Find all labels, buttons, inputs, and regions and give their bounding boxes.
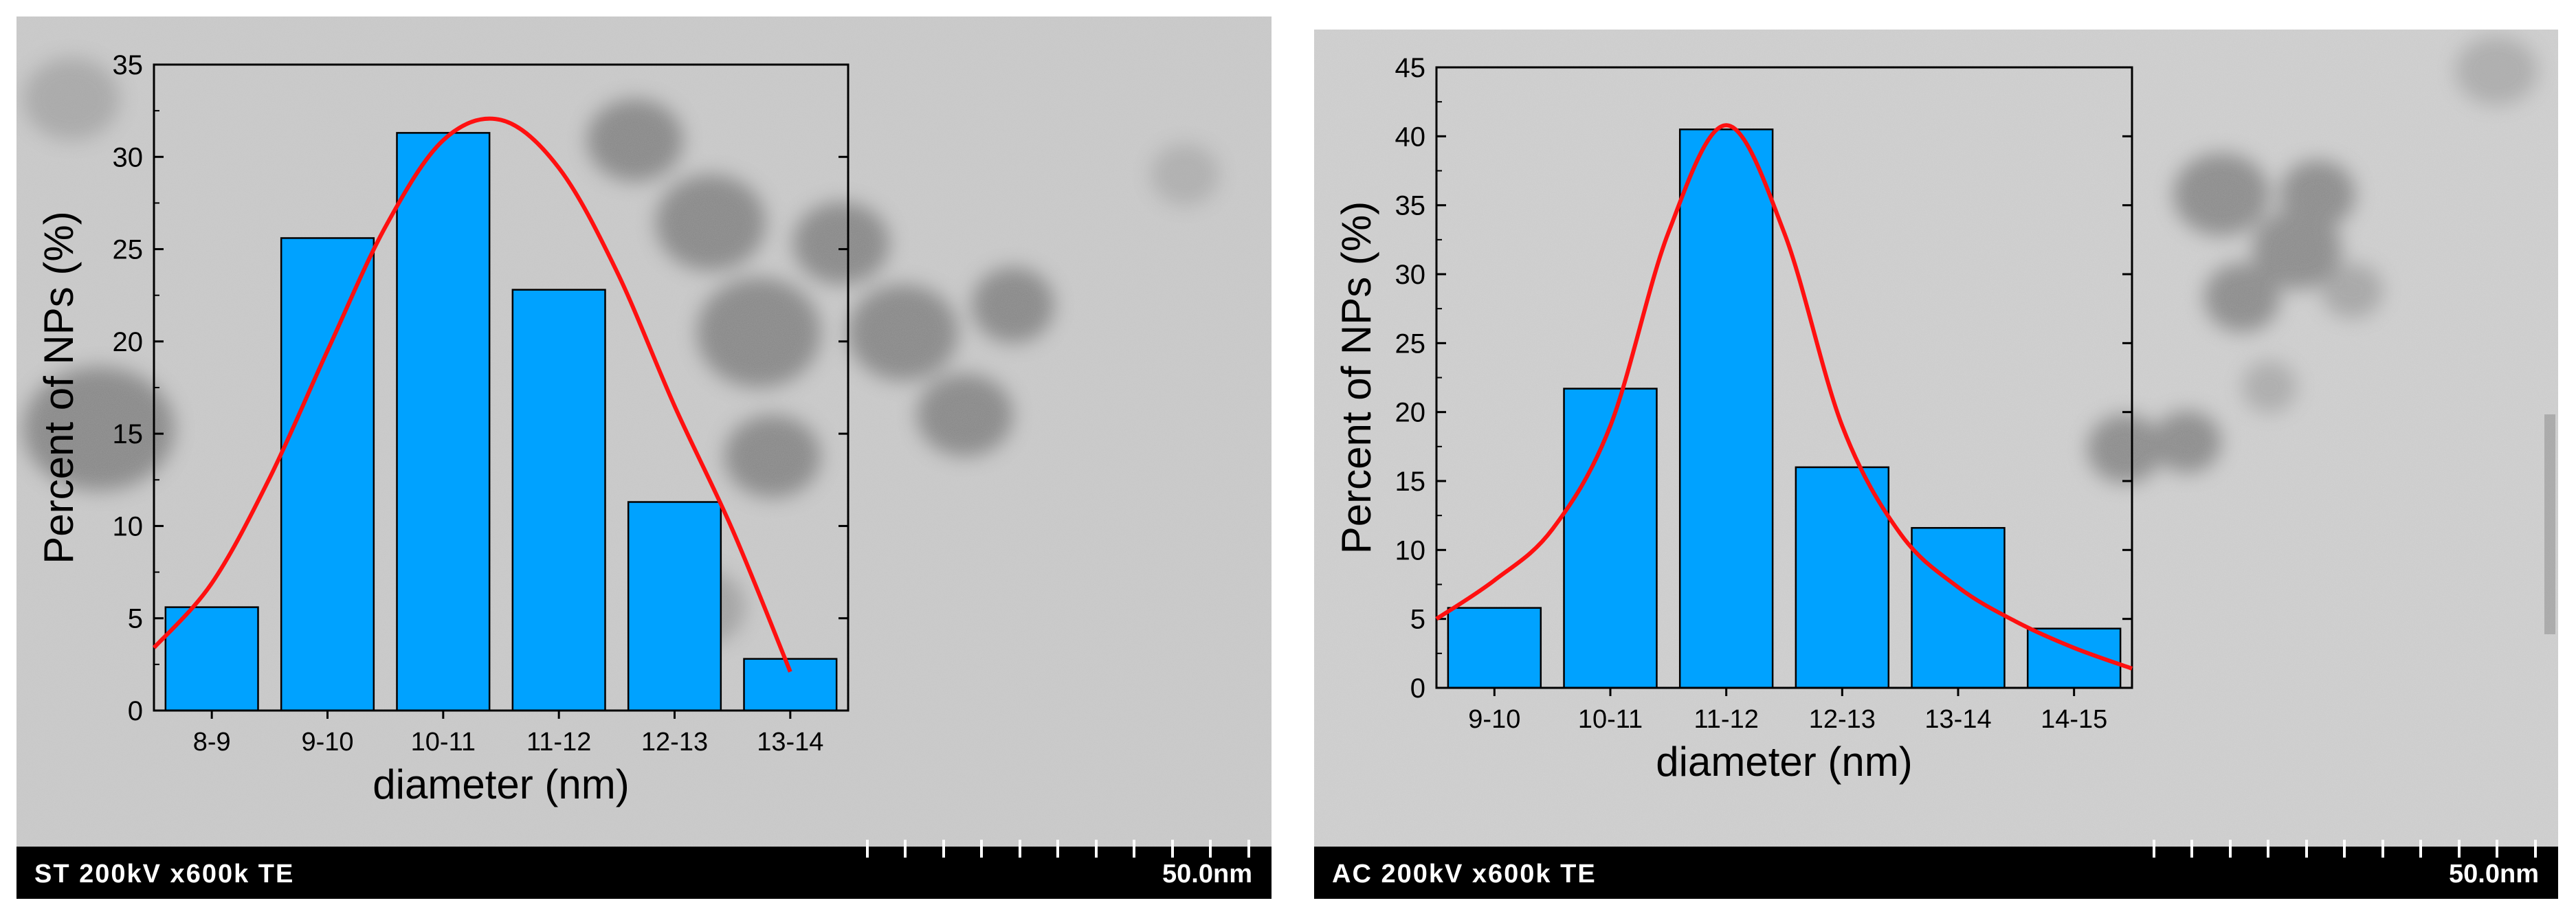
y-tick-label: 15: [1395, 467, 1426, 497]
bar-10-11: [1563, 388, 1658, 689]
bar-9-10: [280, 237, 375, 712]
x-tick-label: 11-12: [526, 728, 591, 757]
x-tick-label: 9-10: [301, 728, 353, 757]
y-axis-label: Percent of NPs (%): [36, 211, 82, 564]
y-tick-label: 45: [1395, 53, 1426, 83]
x-tick-label: 10-11: [411, 728, 476, 757]
y-tick-label: 25: [1395, 328, 1426, 359]
y-tick-label: 35: [1395, 191, 1426, 221]
y-tick-label: 30: [1395, 260, 1426, 290]
x-tick-label: 12-13: [641, 728, 708, 757]
x-tick-label: 10-11: [1578, 705, 1643, 734]
tem-micrograph-background: [1314, 30, 2558, 899]
y-tick-label: 40: [1395, 122, 1426, 152]
x-tick-label: 13-14: [757, 728, 823, 757]
x-tick-label: 9-10: [1468, 705, 1520, 734]
tem-micrograph-background: [16, 16, 1272, 899]
y-tick-label: 10: [113, 511, 144, 541]
tem-info-text: ST 200kV x600k TE: [34, 860, 295, 889]
y-tick-label: 5: [128, 604, 143, 634]
bar-10-11: [396, 132, 491, 712]
tem-info-text: AC 200kV x600k TE: [1332, 860, 1597, 889]
y-tick-label: 25: [113, 235, 144, 265]
y-tick-label: 35: [113, 50, 144, 80]
histogram-chart-st: 0 5 10 15 20 25 30 35 8-9 9-10 10-11 11-12 12-13 13-1…: [36, 50, 850, 807]
bar-9-10: [1447, 607, 1542, 689]
scale-bar-ticks: [2153, 840, 2537, 858]
y-tick-label: 10: [1395, 535, 1426, 566]
x-tick-label: 12-13: [1809, 705, 1876, 734]
x-tick-label: 11-12: [1694, 705, 1758, 734]
tem-panel-ac: 0 5 10 15 20 25 30 35 40 45 9-10 10-11 11-12 12-13 13-…: [1314, 30, 2558, 899]
bar-11-12: [1678, 129, 1774, 689]
y-tick-label: 30: [113, 142, 144, 172]
y-tick-label: 5: [1410, 605, 1425, 635]
tem-info-bar: ST 200kV x600k TE 50.0nm: [16, 840, 1272, 899]
x-axis-label: diameter (nm): [373, 761, 629, 807]
y-tick-label: 0: [128, 696, 143, 726]
plot-frame: [1435, 66, 2133, 689]
fit-curve: [1435, 123, 2133, 671]
bar-12-13: [1795, 466, 1890, 689]
x-tick-label: 8-9: [193, 728, 231, 757]
y-tick-label: 0: [1410, 673, 1425, 704]
bar-12-13: [627, 501, 722, 712]
y-tick-label: 15: [113, 419, 144, 449]
y-tick-label: 20: [1395, 398, 1426, 428]
scale-bar-label: 50.0nm: [1162, 860, 1252, 889]
scale-bar-ticks: [866, 840, 1250, 858]
fit-curve: [152, 116, 792, 673]
bar-11-12: [511, 289, 606, 712]
tem-info-bar: AC 200kV x600k TE 50.0nm: [1314, 840, 2558, 899]
histogram-chart-ac: 0 5 10 15 20 25 30 35 40 45 9-10 10-11 11-12 12-13 13-…: [1333, 53, 2133, 785]
tem-panel-st: 0 5 10 15 20 25 30 35 8-9 9-10 10-11 11-12 12-13 13-1…: [16, 16, 1272, 899]
y-tick-label: 20: [113, 327, 144, 357]
scale-bar-label: 50.0nm: [2449, 860, 2539, 889]
y-axis-label: Percent of NPs (%): [1333, 201, 1379, 555]
x-axis-label: diameter (nm): [1656, 739, 1912, 785]
x-tick-label: 13-14: [1924, 705, 1991, 734]
x-tick-label: 14-15: [2041, 705, 2107, 734]
